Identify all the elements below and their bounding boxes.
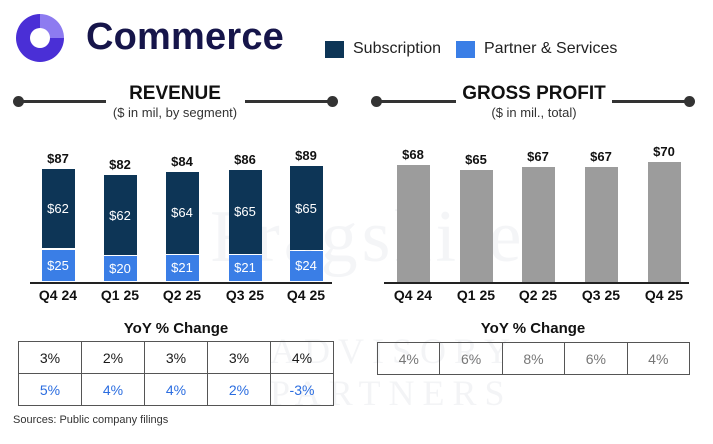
revenue-segment-label-partner-services: $21 [171,260,193,276]
yoy-cell: 6% [564,342,628,375]
revenue-segment-label-partner-services: $20 [109,261,131,276]
gross-profit-bar [459,170,493,282]
revenue-title: REVENUE [129,83,221,104]
revenue-category-label: Q2 25 [162,287,202,303]
revenue-segment-label-subscription: $64 [171,205,193,221]
revenue-segment-label-subscription: $62 [47,201,69,217]
revenue-bar-partner-services [165,254,199,281]
gross-profit-category-label: Q4 25 [644,287,684,303]
yoy-cell: 4% [270,341,334,374]
yoy-cell: 2% [81,341,145,374]
gross-profit-bar [521,166,555,282]
gross-profit-value-label: $67 [527,148,549,164]
yoy-cell: 8% [501,342,566,375]
revenue-subtitle: ($ in mil, by segment) [112,105,238,120]
yoy-cell: 4% [144,373,208,406]
commerce-logo-icon [16,14,64,62]
legend-swatch-partner-services [456,40,475,58]
yoy-cell: 4% [626,342,691,375]
gross-profit-value-label: $65 [465,152,487,168]
yoy-cell: 6% [439,342,503,375]
gross-profit-category-label: Q2 25 [518,287,558,303]
gross-profit-baseline [384,282,689,284]
legend-label-subscription: Subscription [353,40,442,57]
revenue-segment-label-partner-services: $21 [234,260,256,276]
revenue-category-label: Q4 25 [286,287,326,303]
revenue-category-label: Q1 25 [100,287,140,303]
revenue-yoy-row-subscription: 3% 2% 3% 3% 4% [18,341,334,374]
revenue-total-label: $82 [109,157,131,173]
yoy-cell: 3% [18,341,82,374]
revenue-baseline [30,282,332,284]
gross-profit-yoy-title: YoY % Change [480,320,586,337]
revenue-total-label: $89 [295,148,317,164]
gross-profit-value-label: $67 [590,148,612,164]
revenue-yoy-title: YoY % Change [123,320,229,337]
revenue-total-label: $84 [171,153,193,169]
revenue-total-label: $86 [234,152,256,168]
source-note: Sources: Public company filings [13,414,169,426]
revenue-segment-label-subscription: $62 [109,207,131,223]
gross-profit-rule-right [612,100,692,103]
revenue-bar-subscription [289,166,323,250]
gross-profit-category-label: Q1 25 [456,287,496,303]
gross-profit-category-label: Q3 25 [581,287,621,303]
yoy-cell: 2% [207,373,271,406]
revenue-total-label: $87 [47,150,69,166]
gross-profit-rule-right-dot [684,96,695,107]
gross-profit-title: GROSS PROFIT [462,83,606,104]
legend-swatch-subscription [325,40,344,58]
revenue-bar-subscription [41,168,75,249]
yoy-cell: 3% [144,341,208,374]
yoy-cell: 4% [81,373,145,406]
revenue-rule-left [18,100,106,103]
yoy-cell: 3% [207,341,271,374]
gross-profit-subtitle: ($ in mil., total) [491,105,577,120]
legend-item-subscription: Subscription [325,40,441,58]
gross-profit-bar [396,165,430,282]
legend-label-partner-services: Partner & Services [484,40,618,57]
gross-profit-value-label: $70 [653,143,675,159]
revenue-category-label: Q4 24 [38,287,78,303]
gross-profit-bar [584,166,618,282]
revenue-segment-label-partner-services: $24 [295,258,317,274]
revenue-segment-label-subscription: $65 [234,204,256,220]
gross-profit-bar [647,161,681,282]
revenue-rule-right-dot [327,96,338,107]
gross-profit-yoy-row: 4% 6% 8% 6% 4% [376,342,691,375]
brand-name: Commerce [86,16,285,58]
revenue-bar-subscription [228,170,262,254]
revenue-yoy-table: 3% 2% 3% 3% 4% 5% 4% 4% 2% -3% [18,341,334,406]
gross-profit-value-label: $68 [402,147,424,163]
revenue-category-label: Q3 25 [225,287,265,303]
revenue-yoy-row-partner-services: 5% 4% 4% 2% -3% [18,373,334,406]
yoy-cell: 5% [18,373,82,406]
revenue-bar-partner-services [41,249,75,281]
yoy-cell: -3% [270,373,334,406]
legend-item-partner-services: Partner & Services [456,40,617,58]
revenue-segment-label-partner-services: $25 [47,257,69,273]
yoy-cell: 4% [376,342,441,375]
gross-profit-yoy-table: 4% 6% 8% 6% 4% [376,342,691,375]
revenue-rule-right [245,100,335,103]
revenue-bar-subscription [103,175,137,255]
revenue-bar-partner-services [289,250,323,281]
gross-profit-rule-left [376,100,456,103]
revenue-bar-partner-services [103,256,137,281]
gross-profit-category-label: Q4 24 [393,287,433,303]
revenue-bar-subscription [165,171,199,254]
revenue-bar-partner-services [228,254,262,281]
revenue-segment-label-subscription: $65 [295,200,317,216]
